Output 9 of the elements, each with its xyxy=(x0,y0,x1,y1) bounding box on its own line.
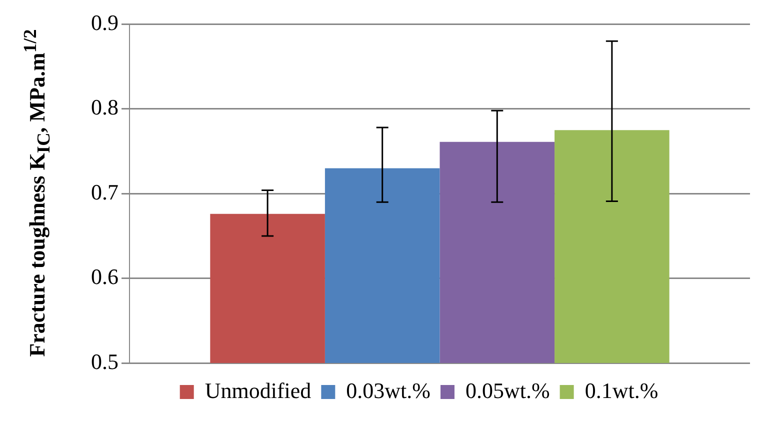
legend-label: Unmodified xyxy=(204,378,312,403)
y-tick-label: 0.8 xyxy=(91,94,118,120)
y-tick-label: 0.6 xyxy=(91,264,118,290)
legend-label: 0.05wt.% xyxy=(465,378,550,403)
y-tick-label: 0.7 xyxy=(91,179,118,204)
legend-label: 0.1wt.% xyxy=(584,378,658,403)
y-tick-label: 0.9 xyxy=(91,10,118,35)
y-tick-label: 0.5 xyxy=(91,348,118,374)
legend-label: 0.03wt.% xyxy=(346,378,430,403)
